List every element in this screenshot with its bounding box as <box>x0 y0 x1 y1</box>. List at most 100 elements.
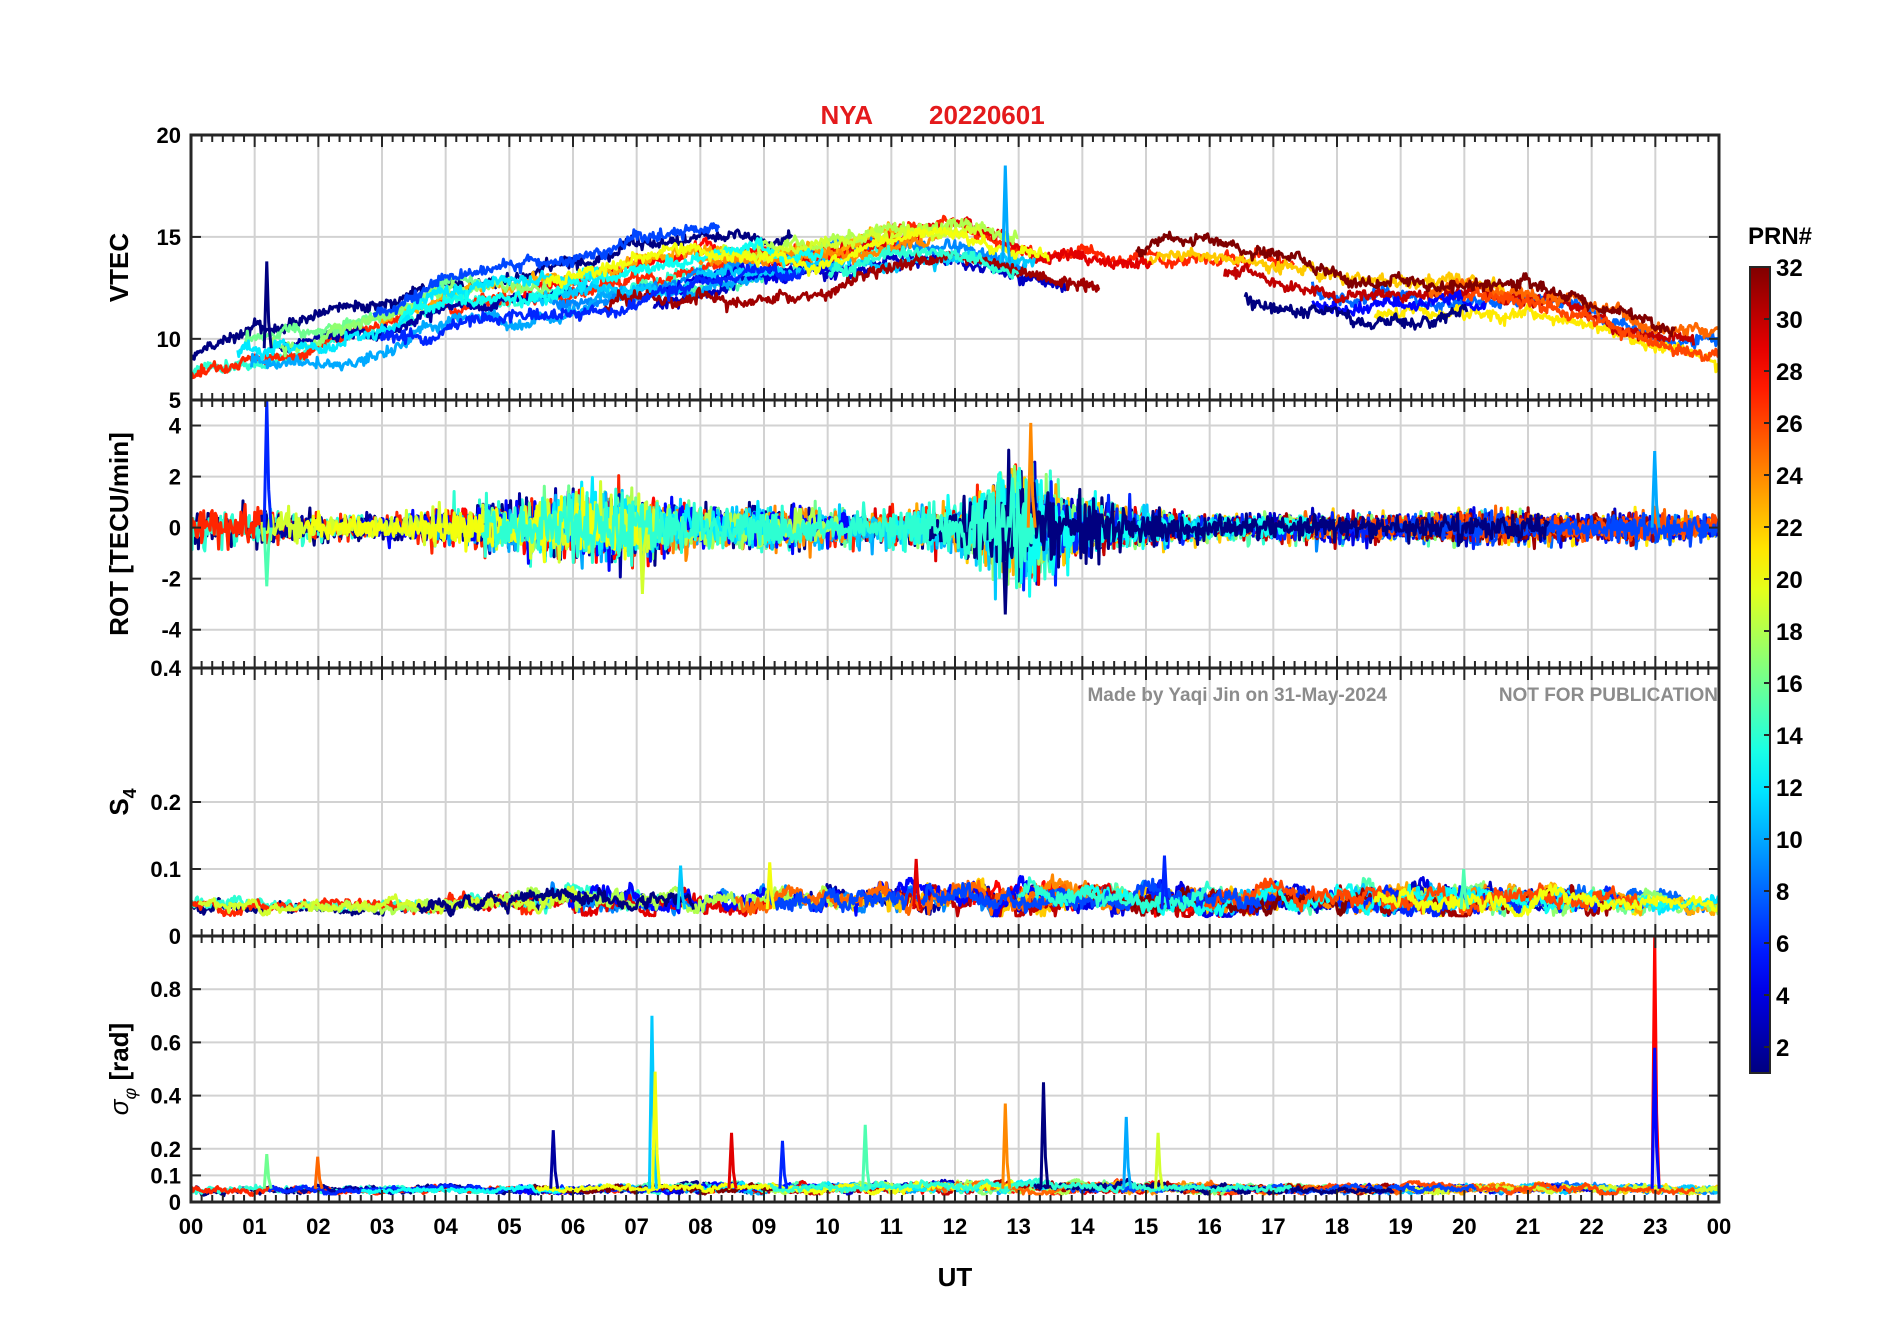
spike <box>1001 1103 1012 1189</box>
panel-3: 0 0.1 0.2 0.4 S4 <box>104 656 1721 949</box>
colorbar-tick-label: 22 <box>1776 515 1803 542</box>
y-axis-label: ROT [TECU/min] <box>104 432 134 636</box>
spike <box>549 1130 560 1189</box>
panel-1: 10 15 20 VTEC <box>104 123 1721 402</box>
x-tick-label: 20 <box>1452 1214 1476 1239</box>
y-tick-label: 15 <box>157 225 181 250</box>
y-tick-label: 4 <box>169 414 182 439</box>
trace-prn-19 <box>197 885 580 917</box>
x-tick-label: 09 <box>752 1214 776 1239</box>
trace-prn-20 <box>1373 883 1719 918</box>
x-tick-label: 05 <box>497 1214 521 1239</box>
colorbar-tick-label: 28 <box>1776 359 1803 386</box>
x-tick-label: 23 <box>1643 1214 1667 1239</box>
colorbar-label: PRN# <box>1748 223 1812 250</box>
trace-prn-14 <box>769 1177 1293 1194</box>
x-tick-label: 03 <box>370 1214 394 1239</box>
chart-date: 20220601 <box>929 100 1045 130</box>
x-tick-label: 06 <box>561 1214 585 1239</box>
spike <box>647 1015 658 1189</box>
spike <box>1001 527 1012 615</box>
x-tick-label: 04 <box>433 1214 458 1239</box>
watermark-notice: NOT FOR PUBLICATION <box>1499 685 1718 706</box>
y-axis-label: σφ [rad] <box>104 1023 140 1115</box>
spike <box>861 1124 872 1189</box>
trace-prn-6 <box>379 261 806 346</box>
colorbar-tick-label: 14 <box>1776 723 1803 750</box>
y-tick-label: 0.4 <box>150 656 181 681</box>
colorbar-tick-label: 20 <box>1776 567 1803 594</box>
spike <box>1650 450 1661 528</box>
colorbar-tick-label: 24 <box>1776 463 1803 490</box>
y-axis-label-sigma: σ <box>104 1098 134 1115</box>
x-tick-label: 00 <box>179 1214 203 1239</box>
chart-title: NYA <box>820 100 873 130</box>
spike <box>676 865 687 910</box>
trace-prn-17 <box>270 276 551 358</box>
x-tick-label: 07 <box>624 1214 648 1239</box>
colorbar-tick-label: 26 <box>1776 411 1803 438</box>
x-tick-label: 21 <box>1516 1214 1540 1239</box>
y-tick-label: 0 <box>169 1190 181 1215</box>
spike <box>1026 422 1037 528</box>
x-tick-label: 11 <box>880 1214 903 1239</box>
spike <box>638 527 649 595</box>
y-axis-label-subscript: 4 <box>120 788 140 798</box>
trace-prn-14 <box>827 244 1020 280</box>
colorbar-tick-label: 12 <box>1776 775 1803 802</box>
y-tick-label: 20 <box>157 123 181 148</box>
colorbar-tick-label: 32 <box>1776 255 1803 282</box>
spike <box>765 862 776 910</box>
y-tick-label: 0.4 <box>150 1084 181 1109</box>
spike <box>1001 165 1012 263</box>
spike <box>1154 1132 1165 1189</box>
x-tick-label: 00 <box>1707 1214 1731 1239</box>
y-axis-label-phi: φ <box>120 1088 140 1100</box>
x-axis-label: UT <box>938 1262 973 1292</box>
trace-prn-18 <box>308 885 856 916</box>
colorbar-tick-label: 16 <box>1776 671 1803 698</box>
colorbar-tick-label: 6 <box>1776 931 1789 958</box>
y-tick-label: 0.1 <box>150 1163 181 1188</box>
spike <box>1122 1116 1133 1189</box>
colorbar-tick-label: 18 <box>1776 619 1803 646</box>
colorbar-tick-label: 30 <box>1776 307 1803 334</box>
trace-prn-26 <box>1462 286 1719 362</box>
trace-prn-1 <box>416 887 695 916</box>
traces <box>191 855 1719 919</box>
trace-prn-27 <box>191 214 1296 380</box>
spike <box>1650 1047 1661 1189</box>
spike <box>912 858 923 910</box>
spike <box>262 1154 273 1190</box>
x-tick-label: 19 <box>1388 1214 1412 1239</box>
trace-prn-13 <box>398 237 824 322</box>
watermark-author: Made by Yaqi Jin on 31-May-2024 <box>1087 685 1387 706</box>
x-tick-label: 22 <box>1579 1214 1603 1239</box>
y-tick-label: -2 <box>161 567 181 592</box>
y-axis-label-unit: [rad] <box>104 1023 134 1088</box>
y-axis-label: S4 <box>104 788 140 815</box>
x-tick-label: 08 <box>688 1214 712 1239</box>
spike <box>1160 855 1171 910</box>
trace-prn-7 <box>372 222 721 318</box>
traces <box>191 165 1719 380</box>
trace-prn-14 <box>480 473 1036 590</box>
x-tick-label: 02 <box>306 1214 330 1239</box>
y-axis-label: VTEC <box>104 233 134 303</box>
spike <box>262 527 273 587</box>
x-tick-label: 15 <box>1134 1214 1158 1239</box>
trace-prn-16 <box>243 273 485 344</box>
trace-prn-1 <box>1243 292 1469 331</box>
spike <box>778 1140 789 1189</box>
trace-prn-13 <box>360 1183 567 1195</box>
spike <box>262 400 273 528</box>
x-tick-label: 01 <box>242 1214 266 1239</box>
trace-prn-22 <box>1140 246 1507 298</box>
x-tick-label: 16 <box>1197 1214 1221 1239</box>
spike <box>651 1071 662 1189</box>
trace-prn-14 <box>1017 876 1213 912</box>
trace-prn-21 <box>1373 302 1719 374</box>
y-tick-label: 0.2 <box>150 790 181 815</box>
